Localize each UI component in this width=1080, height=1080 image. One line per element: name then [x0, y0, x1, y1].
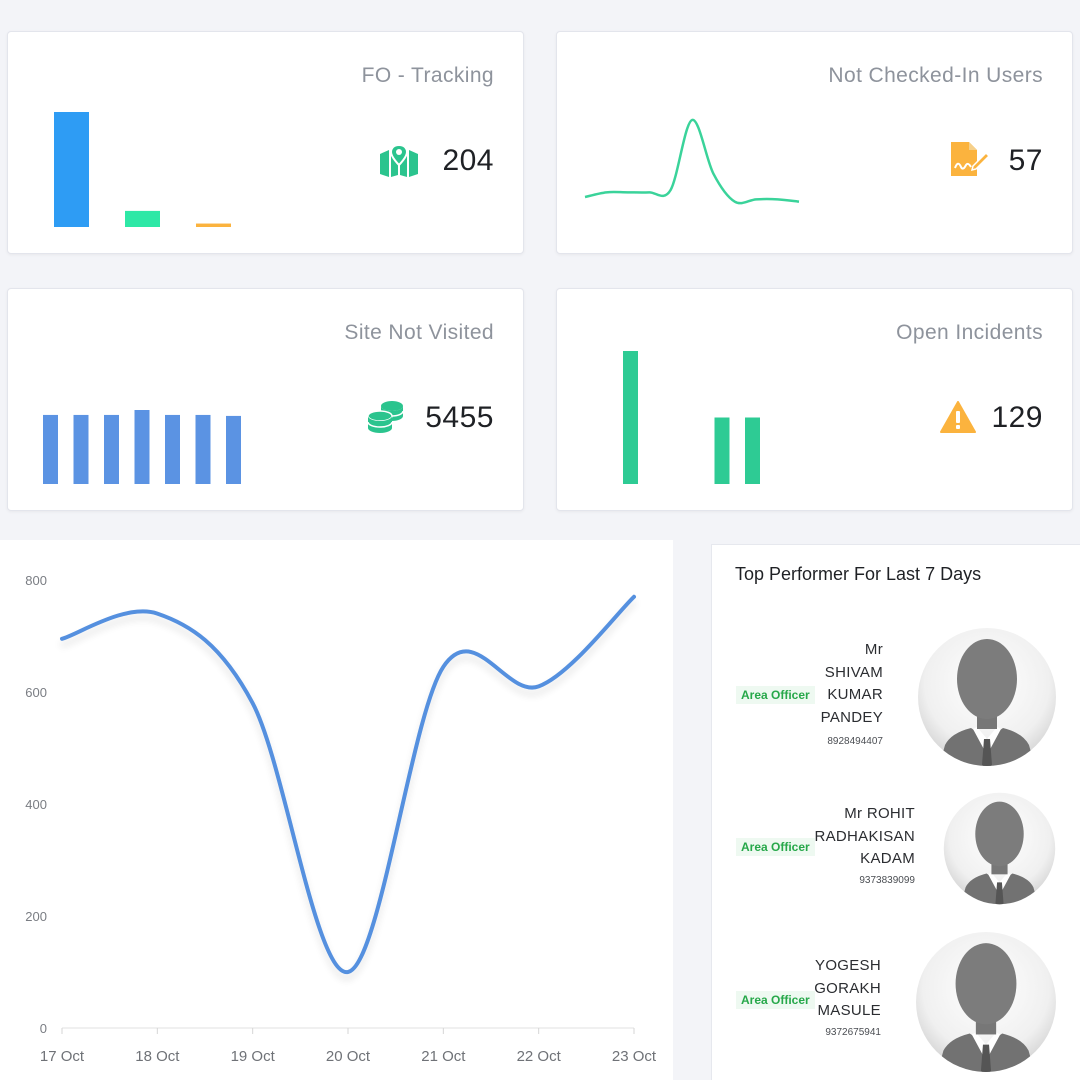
spark-bar	[43, 414, 58, 484]
performer-phone: 9373839099	[859, 875, 915, 886]
performer-name: Mr ROHIT RADHAKISAN KADAM	[814, 805, 915, 867]
role-badge: Area Officer	[736, 838, 815, 856]
performer-name: YOGESH GORAKH MASULE	[814, 957, 881, 1019]
spark-bar	[125, 210, 160, 227]
coins-icon	[367, 401, 404, 433]
avatar	[916, 932, 1056, 1072]
performer-name: Mr SHIVAM KUMAR PANDEY	[820, 641, 883, 726]
fo-tracking-count: 204	[442, 144, 494, 177]
spark-bar	[134, 410, 150, 484]
not-checked-in-sparkline	[584, 118, 800, 205]
x-tick-label: 21 Oct	[421, 1048, 466, 1065]
not-checked-in-count: 57	[1008, 144, 1043, 177]
x-tick-label: 20 Oct	[326, 1048, 371, 1065]
avatar	[918, 628, 1056, 766]
open-incidents-sparkline	[623, 351, 760, 484]
card-title: Open Incidents	[896, 321, 1043, 344]
y-tick-label: 200	[25, 909, 47, 924]
spark-bar	[623, 351, 638, 484]
site-not-visited-count: 5455	[425, 401, 494, 434]
x-tick-label: 18 Oct	[135, 1048, 180, 1065]
spark-bar	[714, 417, 730, 484]
role-badge: Area Officer	[736, 686, 815, 704]
spark-bar	[165, 414, 180, 484]
spark-bar	[54, 112, 89, 227]
spark-bar	[745, 417, 760, 484]
x-tick-label: 23 Oct	[612, 1048, 657, 1065]
fo-tracking-card[interactable]: FO - Tracking 204	[7, 31, 524, 254]
x-tick-label: 17 Oct	[40, 1048, 85, 1065]
fo-tracking-sparkline	[54, 112, 231, 227]
site-not-visited-sparkline	[43, 410, 241, 484]
x-tick-label: 19 Oct	[231, 1048, 276, 1065]
card-title: Not Checked-In Users	[828, 64, 1043, 87]
spark-bar	[73, 414, 89, 484]
spark-line	[584, 118, 800, 205]
map-marker-icon	[380, 145, 418, 177]
card-title: Site Not Visited	[344, 321, 494, 344]
performer-phone: 8928494407	[827, 736, 883, 747]
open-incidents-count: 129	[991, 401, 1043, 434]
performer-phone: 9372675941	[825, 1027, 881, 1038]
trend-chart-panel: 0 200 400 600 800 17 Oct 18 Oct 19 Oct 20 Oct 21 …	[0, 540, 673, 1080]
spark-bar	[226, 415, 241, 484]
top-performer-panel: Top Performer For Last 7 Days Area Offic…	[711, 544, 1080, 1080]
not-checked-in-card[interactable]: Not Checked-In Users 57	[556, 31, 1073, 254]
y-tick-label: 0	[40, 1021, 47, 1036]
series-line	[60, 594, 636, 974]
spark-bar	[195, 414, 211, 484]
open-incidents-card[interactable]: Open Incidents 129	[556, 288, 1073, 511]
x-tick-label: 22 Oct	[517, 1048, 562, 1065]
y-tick-label: 400	[25, 797, 47, 812]
performer-row[interactable]: Area Officer Mr ROHIT RADHAKISAN KADAM 9…	[712, 792, 1080, 905]
y-tick-label: 600	[25, 685, 47, 700]
performer-row[interactable]: Area Officer YOGESH GORAKH MASULE 937267…	[712, 931, 1080, 1072]
y-tick-label: 800	[25, 573, 47, 588]
site-not-visited-card[interactable]: Site Not Visited 5455	[7, 288, 524, 511]
avatar	[943, 792, 1056, 905]
top-performer-title: Top Performer For Last 7 Days	[735, 564, 982, 584]
performer-row[interactable]: Area Officer Mr SHIVAM KUMAR PANDEY 8928…	[712, 627, 1080, 767]
role-badge: Area Officer	[736, 991, 815, 1009]
spark-bar	[104, 414, 119, 484]
warning-icon	[940, 401, 976, 433]
file-signature-icon	[951, 142, 989, 176]
spark-bar	[196, 223, 231, 227]
card-title: FO - Tracking	[361, 64, 494, 87]
trend-line-chart: 0 200 400 600 800 17 Oct 18 Oct 19 Oct 20 Oct 21 …	[25, 573, 657, 1065]
